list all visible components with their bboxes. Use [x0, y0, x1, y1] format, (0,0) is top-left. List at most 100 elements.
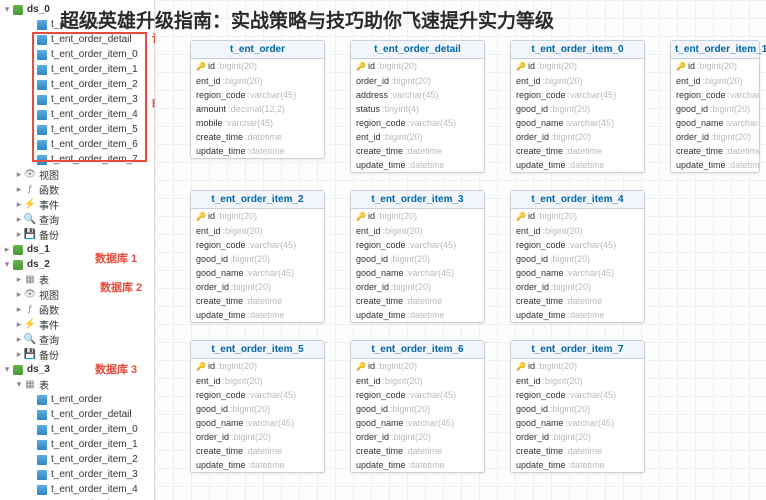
er-table[interactable]: t_ent_order_item_4id:bigint(20)ent_id:bi… — [510, 190, 645, 323]
er-table[interactable]: t_ent_order_item_7id:bigint(20)ent_id:bi… — [510, 340, 645, 473]
tree-item-label: t_ent_order_item_3 — [51, 94, 138, 105]
tree-node-icon — [12, 259, 24, 271]
tree-node-icon: 👁 — [24, 289, 36, 301]
tree-item-label: t_ent_order_detail — [51, 409, 132, 420]
er-column-row: id:bigint(20) — [511, 209, 644, 224]
tree-item[interactable]: ▸💾备份 — [0, 347, 154, 362]
tree-item[interactable]: ▸💾备份 — [0, 227, 154, 242]
tree-item[interactable]: t_ent_order_item_2 — [0, 77, 154, 92]
tree-toggle-icon: ▸ — [14, 229, 24, 240]
tree-item[interactable]: ▸ƒ函数 — [0, 182, 154, 197]
tree-item[interactable]: ▸👁视图 — [0, 167, 154, 182]
er-table-title: t_ent_order_item_6 — [351, 341, 484, 359]
er-column-row: create_time:datetime — [191, 444, 324, 458]
tree-item[interactable]: t_ent_order_item_3 — [0, 467, 154, 482]
er-column-row: id:bigint(20) — [671, 59, 759, 74]
er-diagram-canvas[interactable]: t_ent_order id:bigint(20) ent_id:bigint(20… — [155, 0, 766, 500]
er-table[interactable]: t_ent_order_detailid:bigint(20)order_id:… — [350, 40, 485, 173]
tree-item[interactable]: ▸⚡事件 — [0, 317, 154, 332]
tree-item[interactable]: ▸ƒ函数 — [0, 302, 154, 317]
er-column-row: order_id:bigint(20) — [191, 280, 324, 294]
tree-item[interactable]: t_ent_order_item_0 — [0, 422, 154, 437]
er-table-title: t_ent_order_item_0 — [511, 41, 644, 59]
tree-node-icon — [12, 364, 24, 376]
tree-node-icon — [12, 244, 24, 256]
er-column-row: order_id:bigint(20) — [671, 130, 759, 144]
tree-item-label: ds_2 — [27, 259, 50, 270]
tree-item-label: ds_3 — [27, 364, 50, 375]
tree-item[interactable]: t_ent_order_item_1 — [0, 437, 154, 452]
er-table[interactable]: t_ent_orderid:bigint(20)ent_id:bigint(20… — [190, 40, 325, 159]
tree-item[interactable]: t_ent_order_detail — [0, 407, 154, 422]
tree-item[interactable]: t_ent_order_item_0 — [0, 47, 154, 62]
tree-item-label: 视图 — [39, 167, 59, 182]
er-column-row: create_time:datetime — [351, 144, 484, 158]
tree-item[interactable]: t_ent_order_item_4 — [0, 482, 154, 497]
tree-item[interactable]: ▾ds_2 — [0, 257, 154, 272]
tree-node-icon — [36, 469, 48, 481]
er-column-row: update_time:datetime — [351, 308, 484, 322]
er-column-row: good_id:bigint(20) — [351, 402, 484, 416]
tree-item[interactable]: ▸▦表 — [0, 272, 154, 287]
tree-item[interactable]: t_ent_order_item_5 — [0, 122, 154, 137]
tree-item[interactable]: t_ent_order_item_2 — [0, 452, 154, 467]
er-column-row: region_code:varchar(45) — [511, 388, 644, 402]
tree-item[interactable]: ▸👁视图 — [0, 287, 154, 302]
tree-item[interactable]: t_ent_order_item_6 — [0, 137, 154, 152]
er-column-row: good_name:varchar(45) — [351, 266, 484, 280]
er-table-title: t_ent_order_item_3 — [351, 191, 484, 209]
er-column-row: good_name:varchar(45) — [191, 416, 324, 430]
tree-item-label: 备份 — [39, 347, 59, 362]
tree-toggle-icon: ▸ — [14, 319, 24, 330]
tree-item[interactable]: t_ent_order — [0, 17, 154, 32]
tree-node-icon — [36, 19, 48, 31]
tree-item[interactable]: t_ent_order_detail — [0, 32, 154, 47]
tree-node-icon: 👁 — [24, 169, 36, 181]
er-table[interactable]: t_ent_order_item_0id:bigint(20)ent_id:bi… — [510, 40, 645, 173]
er-column-row: ent_id:bigint(20) — [351, 224, 484, 238]
tree-node-icon — [36, 484, 48, 496]
er-table[interactable]: t_ent_order_item_6id:bigint(20)ent_id:bi… — [350, 340, 485, 473]
tree-item[interactable]: t_ent_order_item_3 — [0, 92, 154, 107]
tree-item[interactable]: ▾ds_3 — [0, 362, 154, 377]
er-column-row: create_time:datetime — [511, 144, 644, 158]
er-column-row: update_time:datetime — [511, 158, 644, 172]
er-column-row: good_name:varchar(45) — [671, 116, 759, 130]
tree-item-label: 事件 — [39, 197, 59, 212]
tree-item[interactable]: ▾ds_0 — [0, 2, 154, 17]
tree-item[interactable]: t_ent_order_item_7 — [0, 152, 154, 167]
er-column-row: id:bigint(20) — [511, 359, 644, 374]
er-column-row: region_code:varchar(45) — [671, 88, 759, 102]
er-column-row: update_time:datetime — [351, 158, 484, 172]
tree-item[interactable]: t_ent_order_item_1 — [0, 62, 154, 77]
er-table[interactable]: t_ent_order_item_2id:bigint(20)ent_id:bi… — [190, 190, 325, 323]
er-column-row: create_time:datetime — [671, 144, 759, 158]
tree-item[interactable]: ▸ds_1 — [0, 242, 154, 257]
tree-node-icon — [36, 424, 48, 436]
tree-node-icon: 🔍 — [24, 214, 36, 226]
tree-item[interactable]: ▸⚡事件 — [0, 197, 154, 212]
tree-item-label: t_ent_order_item_6 — [51, 139, 138, 150]
er-table-title: t_ent_order — [191, 41, 324, 59]
er-table[interactable]: t_ent_order_item_5id:bigint(20)ent_id:bi… — [190, 340, 325, 473]
er-column-row: update_time:datetime — [191, 458, 324, 472]
tree-item[interactable]: ▾▦表 — [0, 377, 154, 392]
tree-item[interactable]: ▸🔍查询 — [0, 212, 154, 227]
tree-node-icon — [36, 64, 48, 76]
er-table[interactable]: t_ent_order_item_1id:bigint(20)ent_id:bi… — [670, 40, 760, 173]
er-column-row: good_id:bigint(20) — [671, 102, 759, 116]
tree-item[interactable]: ▸🔍查询 — [0, 332, 154, 347]
er-column-row: region_code:varchar(45) — [511, 238, 644, 252]
er-table-title: t_ent_order_item_4 — [511, 191, 644, 209]
er-table[interactable]: t_ent_order_item_3id:bigint(20)ent_id:bi… — [350, 190, 485, 323]
er-column-row: order_id:bigint(20) — [351, 280, 484, 294]
tree-item-label: t_ent_order_item_2 — [51, 454, 138, 465]
tree-toggle-icon: ▸ — [14, 184, 24, 195]
er-column-row: good_id:bigint(20) — [191, 402, 324, 416]
er-column-row: create_time:datetime — [511, 294, 644, 308]
er-column-row: good_id:bigint(20) — [511, 252, 644, 266]
er-table-title: t_ent_order_detail — [351, 41, 484, 59]
tree-item[interactable]: t_ent_order — [0, 392, 154, 407]
tree-item[interactable]: t_ent_order_item_4 — [0, 107, 154, 122]
tree-toggle-icon: ▸ — [2, 244, 12, 255]
